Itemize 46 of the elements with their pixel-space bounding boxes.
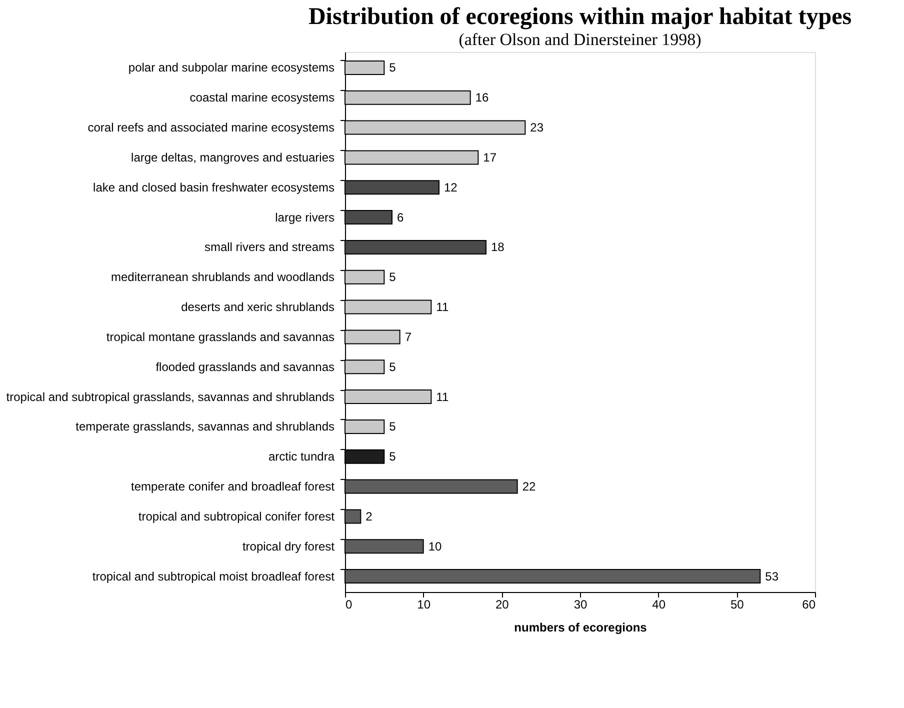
data-label: 7: [404, 330, 412, 344]
x-tick-label: 20: [495, 598, 510, 612]
x-axis-title: numbers of ecoregions: [514, 620, 648, 634]
y-tick-label: tropical dry forest: [242, 539, 336, 554]
data-label: 10: [428, 539, 442, 554]
data-label: 11: [436, 390, 449, 404]
y-tick-label: coral reefs and associated marine ecosystems: [88, 120, 334, 135]
data-label: 12: [444, 180, 458, 194]
y-tick-label: temperate conifer and broadleaf forest: [131, 480, 336, 494]
x-tick-label: 0: [346, 598, 352, 612]
y-tick-label: polar and subpolar marine ecosystems: [128, 60, 334, 75]
y-tick-label: large deltas, mangroves and estuaries: [131, 150, 334, 164]
data-label: 23: [530, 120, 544, 135]
y-tick-label: tropical and subtropical grasslands, savannas and shrublands: [6, 390, 334, 404]
y-tick-label: deserts and xeric shrublands: [181, 300, 334, 314]
data-label: 53: [765, 569, 779, 584]
x-tick-label: 10: [417, 598, 431, 612]
y-tick-label: arctic tundra: [268, 450, 335, 464]
x-tick-label: 50: [730, 598, 744, 612]
y-tick-label: coastal marine ecosystems: [190, 90, 334, 105]
y-tick-label: lake and closed basin freshwater ecosystems: [93, 180, 334, 194]
y-tick-label: mediterranean shrublands and woodlands: [111, 270, 334, 284]
data-label: 6: [397, 210, 404, 224]
data-label: 17: [483, 150, 497, 164]
x-tick-label: 30: [574, 598, 588, 612]
data-label: 18: [491, 240, 505, 254]
data-label: 5: [389, 60, 396, 75]
y-tick-label: tropical montane grasslands and savannas: [106, 330, 334, 344]
y-tick-label: tropical and subtropical conifer forest: [138, 509, 336, 524]
y-tick-label: flooded grasslands and savannas: [156, 360, 334, 374]
y-tick-label: temperate grasslands, savannas and shrublands: [76, 420, 334, 434]
y-tick-label: large rivers: [275, 210, 334, 224]
x-tick-label: 60: [802, 598, 816, 612]
data-label: 5: [389, 420, 396, 434]
data-label: 5: [389, 360, 396, 374]
y-tick-label: small rivers and streams: [204, 240, 334, 254]
data-label: 5: [389, 450, 396, 464]
data-label: 22: [522, 480, 536, 494]
data-label: 16: [475, 90, 490, 105]
chart-title: Distribution of ecoregions within major habitat types: [308, 4, 852, 30]
y-tick-label: tropical and subtropical moist broadleaf forest: [92, 569, 336, 584]
data-label: 5: [389, 270, 396, 284]
data-label: 2: [366, 509, 373, 524]
chart-subtitle: (after Olson and Dinersteiner 1998): [458, 30, 702, 49]
x-tick-label: 40: [652, 598, 666, 612]
data-label: 11: [436, 300, 449, 314]
